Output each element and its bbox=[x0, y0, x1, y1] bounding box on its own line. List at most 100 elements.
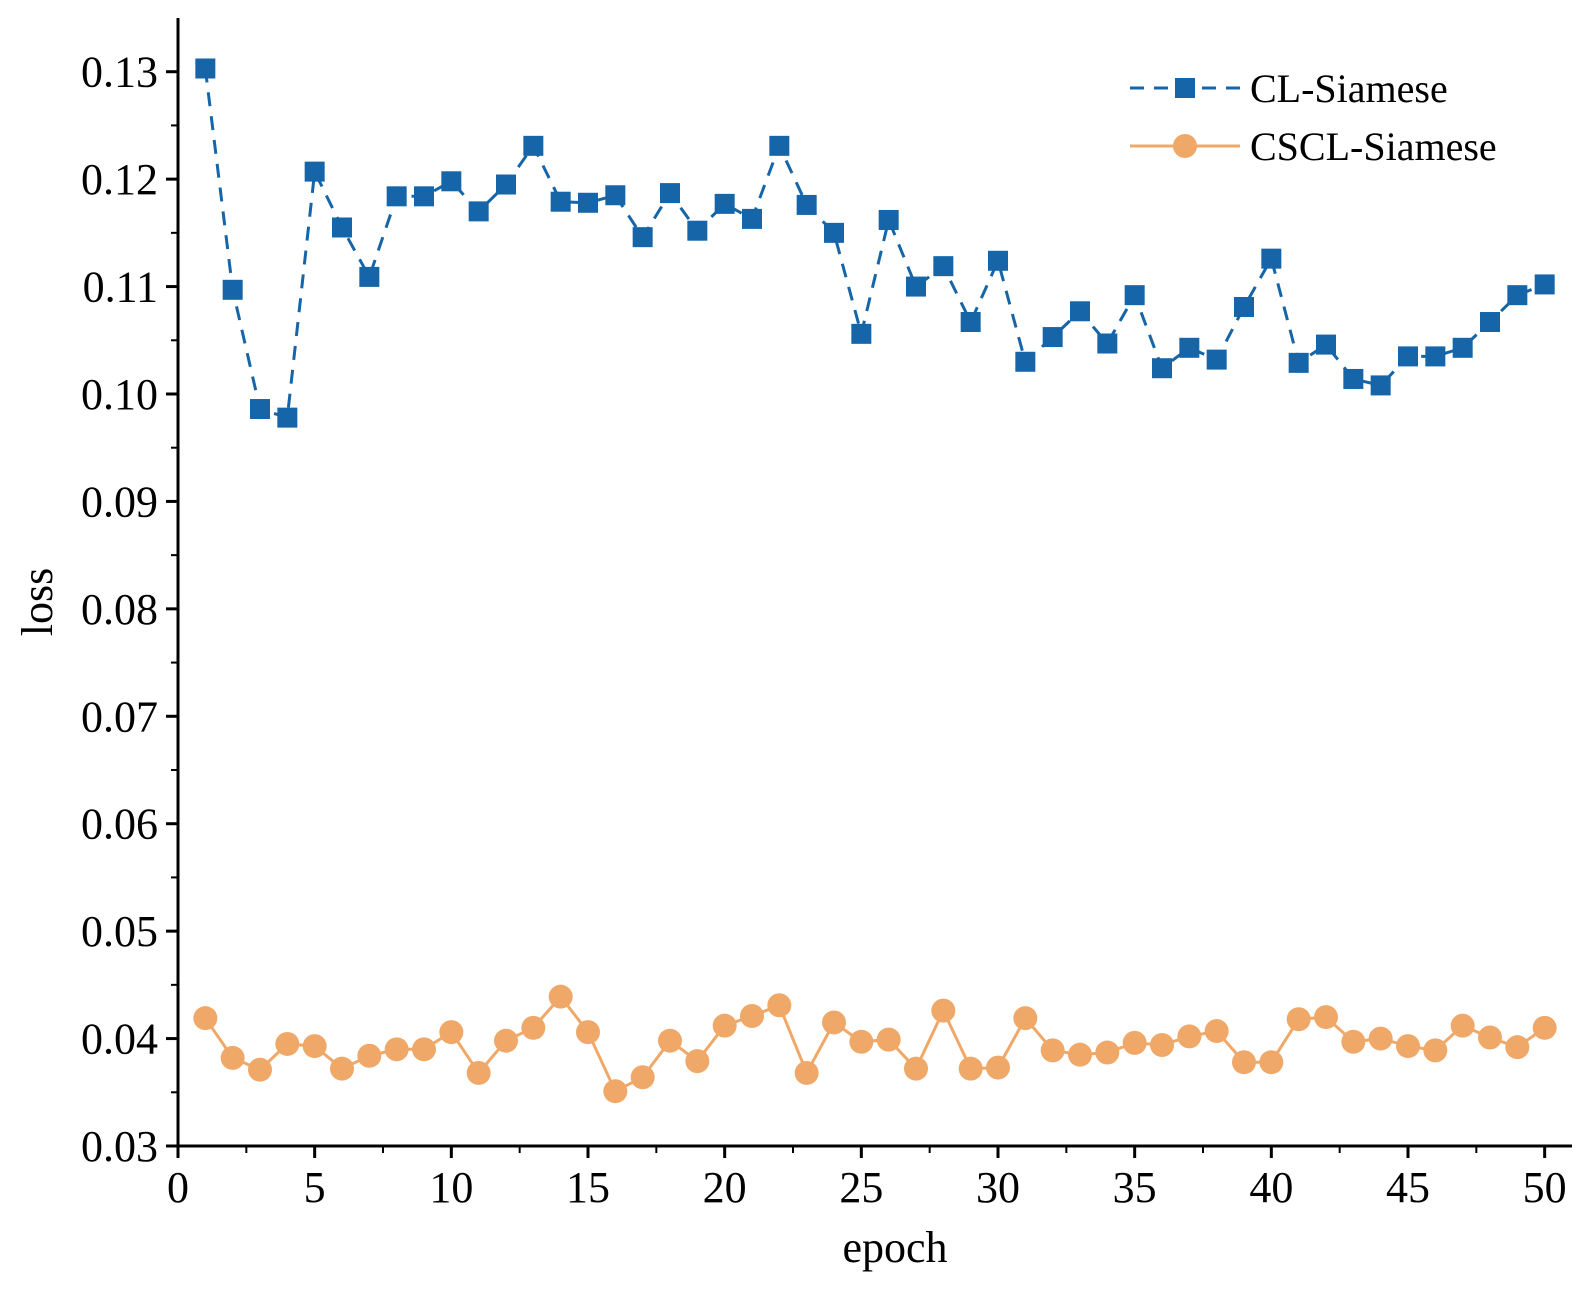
data-point bbox=[332, 217, 352, 238]
data-point bbox=[714, 193, 735, 214]
series-cscl-siamese bbox=[193, 984, 1557, 1104]
x-tick-label: 10 bbox=[429, 1163, 473, 1212]
data-point bbox=[521, 1015, 546, 1040]
data-point bbox=[1368, 1026, 1393, 1051]
data-point bbox=[523, 135, 544, 156]
data-point bbox=[1314, 1005, 1338, 1030]
x-tick-label: 15 bbox=[566, 1163, 610, 1212]
data-point bbox=[548, 984, 573, 1009]
data-point bbox=[1152, 358, 1172, 379]
x-tick-label: 20 bbox=[703, 1163, 747, 1212]
data-point bbox=[222, 279, 243, 300]
data-point bbox=[876, 1027, 901, 1052]
data-point bbox=[1259, 1050, 1284, 1075]
data-point bbox=[1480, 312, 1500, 333]
data-point bbox=[933, 256, 954, 277]
data-point bbox=[1068, 1042, 1092, 1067]
data-point bbox=[1341, 1029, 1366, 1054]
data-point bbox=[1534, 274, 1555, 295]
data-point bbox=[1204, 1019, 1229, 1044]
legend: CL-Siamese CSCL-Siamese bbox=[1130, 66, 1497, 169]
data-point bbox=[988, 250, 1008, 271]
data-point bbox=[1288, 352, 1309, 373]
data-point bbox=[796, 194, 817, 215]
data-point bbox=[1177, 1024, 1202, 1049]
data-point bbox=[1122, 1030, 1147, 1055]
data-point bbox=[1261, 248, 1282, 269]
data-point bbox=[412, 1037, 436, 1062]
data-point bbox=[576, 1020, 600, 1045]
data-point bbox=[441, 171, 462, 192]
data-point bbox=[687, 220, 708, 241]
data-point bbox=[1015, 351, 1036, 372]
x-axis-title: epoch bbox=[842, 1223, 947, 1272]
data-point bbox=[1396, 1034, 1420, 1059]
data-point bbox=[685, 1049, 710, 1074]
data-point bbox=[386, 186, 407, 207]
data-point bbox=[769, 135, 790, 156]
data-point bbox=[740, 1004, 764, 1029]
series-line bbox=[203, 68, 1546, 420]
x-tick-label: 25 bbox=[839, 1163, 883, 1212]
data-point bbox=[193, 1006, 218, 1031]
data-point bbox=[712, 1013, 737, 1038]
data-point bbox=[359, 266, 380, 287]
x-tick-label: 45 bbox=[1386, 1163, 1430, 1212]
data-point bbox=[496, 174, 516, 195]
data-point bbox=[248, 1057, 272, 1082]
data-point bbox=[1234, 296, 1254, 317]
data-point bbox=[414, 186, 434, 207]
data-point bbox=[824, 222, 844, 243]
y-tick-label: 0.09 bbox=[81, 477, 158, 526]
data-point bbox=[658, 1028, 682, 1053]
data-point bbox=[605, 185, 626, 206]
data-point bbox=[1423, 1038, 1448, 1063]
data-point bbox=[1343, 368, 1364, 389]
data-point bbox=[494, 1028, 518, 1053]
data-point bbox=[439, 1020, 464, 1045]
data-point bbox=[1095, 1040, 1120, 1065]
data-point bbox=[1150, 1033, 1174, 1058]
data-point bbox=[1040, 1038, 1065, 1063]
legend-label: CL-Siamese bbox=[1250, 66, 1448, 111]
legend-label: CSCL-Siamese bbox=[1250, 124, 1497, 169]
data-point bbox=[849, 1029, 874, 1054]
data-point bbox=[195, 58, 216, 79]
y-tick-label: 0.06 bbox=[81, 800, 158, 849]
data-point bbox=[742, 208, 762, 229]
y-axis-title: loss bbox=[13, 568, 62, 636]
y-tick-label: 0.12 bbox=[81, 155, 158, 204]
data-point bbox=[931, 998, 956, 1023]
data-point bbox=[1206, 349, 1227, 370]
data-point bbox=[906, 276, 926, 297]
data-point bbox=[384, 1037, 409, 1062]
data-point bbox=[878, 209, 899, 230]
data-point bbox=[578, 192, 598, 213]
data-point bbox=[330, 1056, 354, 1081]
data-point bbox=[1507, 285, 1528, 306]
data-point bbox=[904, 1056, 928, 1081]
data-point bbox=[275, 1031, 300, 1056]
data-point bbox=[1505, 1035, 1530, 1060]
data-point bbox=[1042, 327, 1063, 348]
y-tick-label: 0.13 bbox=[81, 48, 158, 97]
data-point bbox=[550, 191, 571, 212]
data-point bbox=[1124, 285, 1145, 306]
x-tick-label: 5 bbox=[304, 1163, 326, 1212]
legend-marker bbox=[1173, 134, 1197, 158]
data-point bbox=[960, 312, 981, 333]
data-point bbox=[304, 161, 325, 182]
data-point bbox=[1450, 1013, 1475, 1038]
y-tick-label: 0.04 bbox=[81, 1015, 158, 1064]
data-point bbox=[1452, 337, 1473, 358]
data-point bbox=[1532, 1015, 1557, 1040]
legend-marker bbox=[1175, 78, 1195, 98]
data-point bbox=[1286, 1007, 1311, 1032]
x-tick-label: 0 bbox=[167, 1163, 189, 1212]
x-tick-label: 40 bbox=[1249, 1163, 1293, 1212]
data-point bbox=[357, 1043, 382, 1068]
x-tick-label: 50 bbox=[1523, 1163, 1567, 1212]
data-point bbox=[1013, 1006, 1038, 1031]
data-point bbox=[822, 1010, 846, 1035]
